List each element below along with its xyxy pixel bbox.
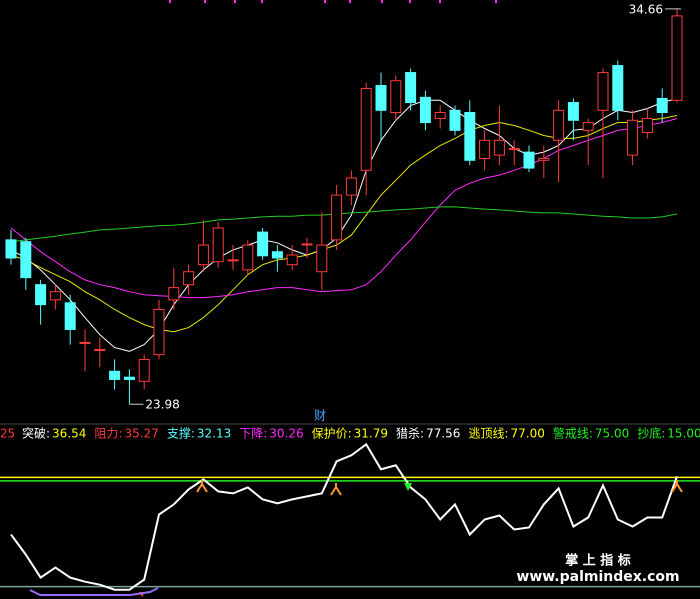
candle-body: [123, 376, 135, 380]
signal-icon: [196, 480, 208, 493]
signal-icon: [671, 480, 683, 493]
candle-body: [627, 119, 639, 156]
candle-body: [138, 358, 150, 382]
candle-body: [153, 308, 165, 356]
candle-body: [641, 117, 653, 134]
candle-body: [301, 243, 313, 246]
candle-body: [656, 97, 668, 114]
high-label: 34.66: [629, 2, 663, 16]
candle-body: [567, 102, 579, 121]
candle-body: [419, 96, 431, 124]
header-name: 阻力:: [94, 427, 122, 441]
candle-body: [523, 151, 535, 169]
candle-body: [20, 241, 32, 279]
candle-body: [449, 109, 461, 131]
candle-body: [493, 139, 505, 156]
indicator-line: [10, 442, 678, 591]
moving-average: [10, 118, 678, 299]
candle-body: [286, 254, 298, 266]
candle-body: [168, 287, 180, 301]
candle-body: [109, 370, 121, 380]
signal-arrow: [404, 483, 412, 491]
header-value: 77.56: [426, 427, 460, 441]
header-value: 35.27: [124, 427, 158, 441]
header-value: 31.79: [354, 427, 388, 441]
candle-body: [197, 244, 209, 266]
moving-average: [10, 115, 678, 333]
header-fragment: .25: [0, 427, 15, 441]
candle-body: [464, 112, 476, 161]
candle-body: [242, 244, 254, 271]
header-name: 突破:: [22, 426, 50, 441]
header-name: 支撑:: [167, 426, 195, 441]
watermark-title: 掌 上 指 标: [565, 553, 631, 569]
candle-body: [94, 348, 106, 351]
candle-body: [375, 85, 387, 111]
header-name: 保护价:: [312, 427, 352, 441]
candle-body: [5, 239, 17, 259]
candle-body: [479, 139, 491, 159]
candle-body: [538, 157, 550, 161]
candle-body: [183, 271, 195, 286]
top-marks: [169, 0, 497, 3]
candle-body: [582, 122, 594, 131]
candle-body: [345, 177, 357, 196]
header-name: 下降:: [239, 427, 267, 441]
candle-body: [316, 244, 328, 273]
low-label: 23.98: [145, 398, 179, 412]
signal-icon: [330, 483, 342, 496]
watermark-url: www.palmindex.com: [516, 569, 679, 585]
candle-body: [35, 284, 47, 306]
candle-body: [508, 147, 520, 150]
candle-body: [434, 112, 446, 119]
candle-body: [64, 302, 76, 330]
candle-body: [227, 259, 239, 262]
candle-body: [271, 251, 283, 259]
candle-body: [212, 227, 224, 263]
candle-body: [49, 291, 61, 301]
header-value: 15.00: [667, 427, 700, 441]
header-name: 逃顶线:: [468, 427, 508, 441]
event-marker: 财: [314, 409, 326, 423]
candle-body: [612, 65, 624, 111]
candle-body: [553, 109, 565, 141]
candle-body: [257, 231, 269, 257]
header-value: 75.00: [595, 427, 629, 441]
moving-average: [10, 206, 678, 243]
candle-body: [331, 194, 343, 241]
header-name: 抄底:: [637, 426, 665, 441]
header-name: 猎杀:: [396, 426, 424, 441]
candle-body: [405, 72, 417, 104]
candle-body: [79, 341, 91, 344]
header-value: 32.13: [197, 427, 231, 441]
header-value: 77.00: [510, 427, 544, 441]
candle-body: [360, 87, 372, 171]
candle-body: [671, 15, 683, 101]
signals: [29, 480, 683, 597]
header-value: 36.54: [52, 427, 86, 441]
candle-body: [597, 72, 609, 111]
candle-body: [390, 80, 402, 114]
bottom-zone: [29, 587, 159, 596]
header-value: 30.26: [269, 427, 303, 441]
header-name: 警戒线:: [553, 426, 593, 441]
